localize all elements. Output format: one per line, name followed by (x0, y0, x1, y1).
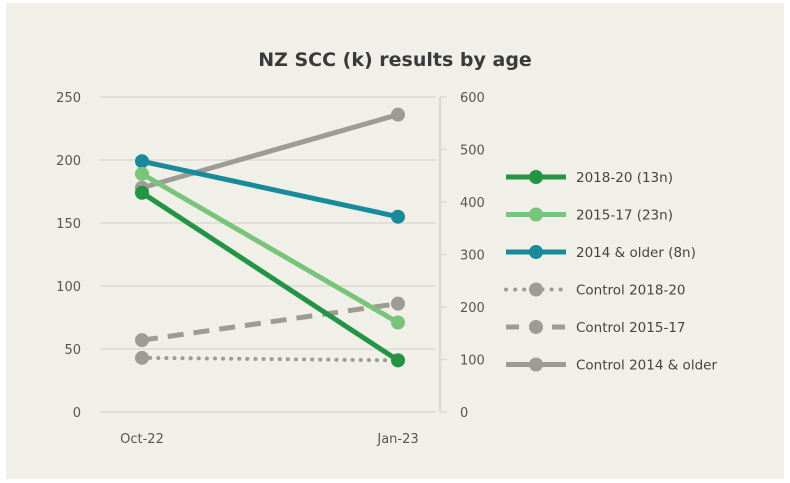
data-point[interactable] (391, 107, 405, 122)
y-axis-left: 0 50 100 150 200 250 (56, 91, 81, 421)
gridlines (100, 96, 436, 413)
data-point[interactable] (135, 333, 149, 348)
legend-swatch-marker (529, 320, 543, 334)
y-right-tick-label: 200 (460, 301, 485, 316)
y-left-tick-label: 250 (56, 91, 81, 106)
series-2014-older-8n- (135, 154, 405, 224)
y-right-tick-label: 100 (460, 354, 485, 369)
series-line (140, 190, 400, 363)
y-axis-right: 0 100 200 300 400 500 600 (438, 91, 485, 421)
legend-swatch-marker (529, 357, 543, 372)
series-group (135, 107, 405, 368)
series-2015-17-23n- (135, 166, 405, 330)
y-left-tick-label: 50 (64, 343, 81, 358)
legend-label: 2018-20 (13n) (576, 170, 673, 186)
data-point[interactable] (135, 185, 149, 200)
legend[interactable]: 2018-20 (13n) 2015-17 (23n) 2014 & older (… (504, 170, 717, 374)
legend-item[interactable]: Control 2015-17 (506, 320, 686, 336)
legend-swatch-marker (529, 207, 543, 222)
legend-item[interactable]: 2015-17 (23n) (506, 207, 673, 224)
legend-label: 2015-17 (23n) (576, 208, 673, 224)
x-tick-label: Jan-23 (376, 432, 418, 447)
chart-title: NZ SCC (k) results by age (258, 49, 532, 71)
data-point[interactable] (391, 353, 405, 368)
y-right-tick-label: 500 (460, 144, 485, 159)
legend-item[interactable]: 2018-20 (13n) (506, 170, 673, 186)
legend-label: Control 2018-20 (576, 283, 686, 299)
chart-panel: NZ SCC (k) results by age 0 50 100 150 200 25… (6, 3, 784, 479)
series-line (140, 355, 400, 363)
legend-item[interactable]: 2014 & older (8n) (506, 245, 696, 261)
x-axis: Oct-22 Jan-23 (120, 432, 419, 447)
data-point[interactable] (135, 154, 149, 169)
y-right-tick-label: 300 (460, 249, 485, 264)
data-point[interactable] (135, 166, 149, 181)
legend-label: Control 2015-17 (576, 320, 686, 336)
data-point[interactable] (391, 209, 405, 224)
legend-swatch-marker (529, 245, 543, 259)
series-control-2018-20 (135, 350, 405, 368)
series-line (141, 158, 399, 220)
series-line (141, 301, 399, 343)
x-tick-label: Oct-22 (120, 432, 164, 447)
chart: NZ SCC (k) results by age 0 50 100 150 200 25… (56, 49, 717, 447)
series-control-2014-older (135, 107, 405, 195)
data-point[interactable] (135, 350, 149, 365)
y-right-tick-label: 600 (460, 91, 485, 106)
legend-swatch-marker (529, 170, 543, 184)
y-left-tick-label: 150 (56, 217, 81, 232)
data-point[interactable] (391, 315, 405, 330)
legend-swatch-marker (529, 282, 543, 297)
data-point[interactable] (391, 296, 405, 311)
legend-item[interactable]: Control 2018-20 (504, 282, 686, 299)
legend-label: Control 2014 & older (576, 358, 717, 374)
series-line (141, 112, 399, 191)
y-left-tick-label: 0 (73, 406, 81, 421)
series-control-2015-17 (135, 296, 405, 348)
series-line (140, 171, 400, 325)
legend-item[interactable]: Control 2014 & older (506, 357, 717, 374)
y-right-tick-label: 400 (460, 196, 485, 211)
y-right-tick-label: 0 (460, 406, 468, 421)
legend-label: 2014 & older (8n) (576, 245, 696, 261)
y-left-tick-label: 200 (56, 154, 81, 169)
y-left-tick-label: 100 (56, 280, 81, 295)
series-2018-20-13n- (135, 185, 405, 368)
